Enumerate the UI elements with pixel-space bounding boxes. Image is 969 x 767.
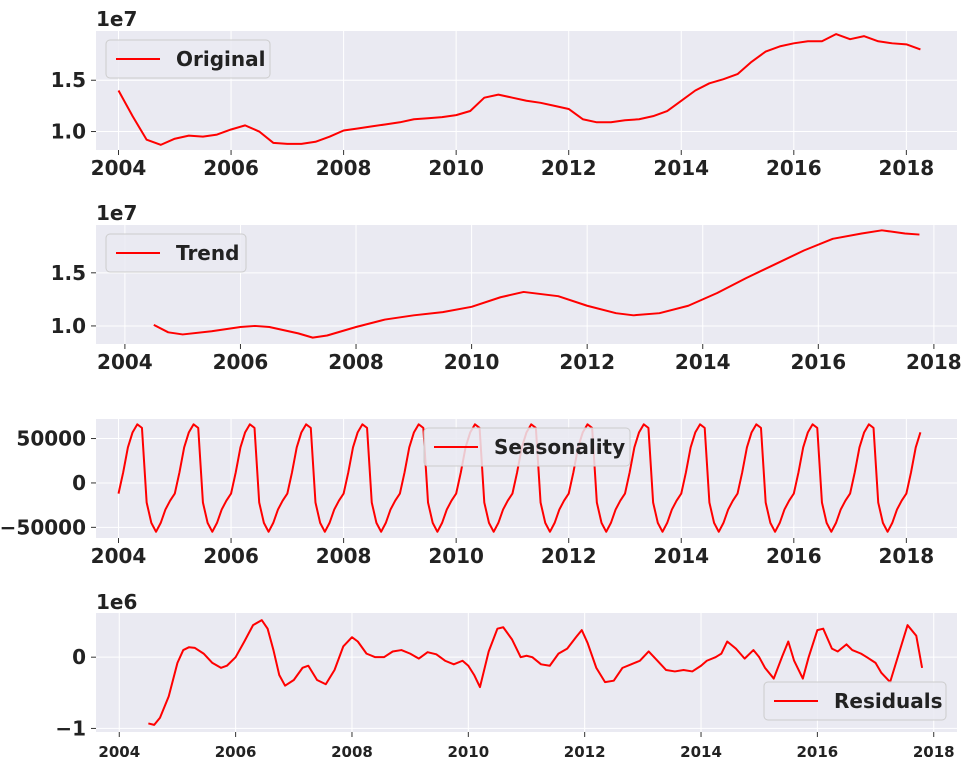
trend-x-tick-label: 2004 [97, 350, 153, 374]
seasonality-x-tick-label: 2004 [91, 544, 147, 568]
original-x-tick-label: 2004 [91, 156, 147, 180]
residuals-series-line [148, 619, 924, 726]
trend-x-tick-label: 2012 [559, 350, 615, 374]
original-axis-multiplier: 1e7 [96, 7, 137, 31]
original-subplot: 2004 2006 2008 2010 2012 2014 2016 2018 1.0 1.5 1e… [51, 7, 957, 180]
residuals-x-tick-label: 2010 [447, 743, 489, 761]
trend-legend: Trend [105, 233, 247, 273]
residuals-x-tick-label: 2006 [215, 743, 257, 761]
original-legend-box [105, 39, 271, 79]
seasonality-legend: Seasonality [423, 427, 631, 467]
trend-axis-multiplier: 1e7 [96, 201, 137, 225]
original-legend-label: Original [176, 47, 265, 71]
original-x-tick-label: 2010 [428, 156, 484, 180]
seasonality-y-tick-label: 50000 [16, 427, 86, 451]
residuals-x-tick-label: 2014 [680, 743, 722, 761]
seasonality-y-tick-label: 0 [72, 471, 86, 495]
residuals-x-tick-label: 2016 [797, 743, 839, 761]
trend-x-tick-label: 2014 [675, 350, 731, 374]
residuals-axis-multiplier: 1e6 [96, 590, 137, 614]
trend-x-tick-label: 2016 [790, 350, 846, 374]
trend-y-tick-label: 1.5 [51, 261, 86, 285]
original-x-tick-label: 2008 [316, 156, 372, 180]
residuals-legend-box [763, 681, 947, 721]
seasonality-x-tick-label: 2018 [879, 544, 935, 568]
residuals-legend-label: Residuals [834, 689, 943, 713]
trend-legend-box [105, 233, 247, 273]
original-x-tick-label: 2014 [653, 156, 709, 180]
seasonality-x-tick-label: 2016 [766, 544, 822, 568]
trend-x-tick-label: 2018 [906, 350, 962, 374]
residuals-x-tick-label: 2012 [564, 743, 606, 761]
seasonality-x-tick-label: 2008 [316, 544, 372, 568]
trend-legend-label: Trend [176, 241, 239, 265]
trend-series-line [153, 229, 920, 339]
seasonality-legend-box [423, 427, 631, 467]
trend-x-tick-label: 2008 [328, 350, 384, 374]
residuals-subplot: 2004 2006 2008 2010 2012 2014 2016 2018 −1 0 1e6 Re… [55, 590, 957, 761]
original-x-tick-label: 2018 [879, 156, 935, 180]
original-legend: Original [105, 39, 271, 79]
seasonality-subplot: 2004 2006 2008 2010 2012 2014 2016 2018 −50000 0 5… [0, 419, 957, 568]
original-x-tick-label: 2006 [203, 156, 259, 180]
original-y-tick-label: 1.5 [51, 68, 86, 92]
residuals-x-tick-label: 2008 [331, 743, 373, 761]
residuals-x-tick-label: 2004 [98, 743, 140, 761]
trend-y-tick-label: 1.0 [51, 314, 86, 338]
original-series-line [117, 33, 921, 146]
residuals-y-tick-label: −1 [55, 716, 86, 740]
original-x-tick-label: 2012 [541, 156, 597, 180]
seasonality-y-tick-label: −50000 [0, 515, 86, 539]
seasonality-x-tick-label: 2012 [541, 544, 597, 568]
residuals-legend: Residuals [763, 681, 947, 721]
trend-subplot: 2004 2006 2008 2010 2012 2014 2016 2018 1.0 1.5 1e… [51, 201, 962, 374]
residuals-x-tick-label: 2018 [913, 743, 955, 761]
seasonality-x-tick-label: 2006 [203, 544, 259, 568]
trend-x-tick-label: 2006 [213, 350, 269, 374]
residuals-y-tick-label: 0 [72, 645, 86, 669]
seasonality-x-tick-label: 2014 [653, 544, 709, 568]
original-y-tick-label: 1.0 [51, 120, 86, 144]
seasonality-legend-label: Seasonality [494, 435, 625, 459]
seasonality-x-tick-label: 2010 [428, 544, 484, 568]
trend-x-tick-label: 2010 [444, 350, 500, 374]
original-x-tick-label: 2016 [766, 156, 822, 180]
